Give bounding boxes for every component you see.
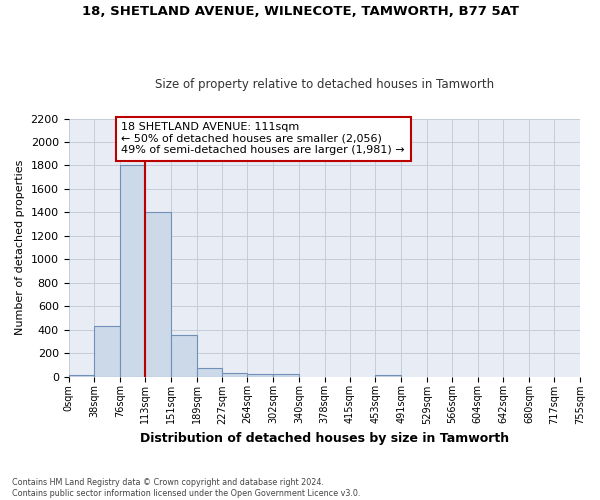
Bar [197,368,223,376]
X-axis label: Distribution of detached houses by size in Tamworth: Distribution of detached houses by size … [140,432,509,445]
Bar [171,336,197,376]
Y-axis label: Number of detached properties: Number of detached properties [15,160,25,335]
Bar [94,326,120,376]
Text: Contains HM Land Registry data © Crown copyright and database right 2024.
Contai: Contains HM Land Registry data © Crown c… [12,478,361,498]
Bar [247,374,273,376]
Title: Size of property relative to detached houses in Tamworth: Size of property relative to detached ho… [155,78,494,91]
Bar [223,373,247,376]
Text: 18 SHETLAND AVENUE: 111sqm
← 50% of detached houses are smaller (2,056)
49% of s: 18 SHETLAND AVENUE: 111sqm ← 50% of deta… [121,122,405,156]
Bar [376,375,401,376]
Bar [120,166,145,376]
Bar [68,375,94,376]
Text: 18, SHETLAND AVENUE, WILNECOTE, TAMWORTH, B77 5AT: 18, SHETLAND AVENUE, WILNECOTE, TAMWORTH… [82,5,518,18]
Bar [273,374,299,376]
Bar [145,212,171,376]
